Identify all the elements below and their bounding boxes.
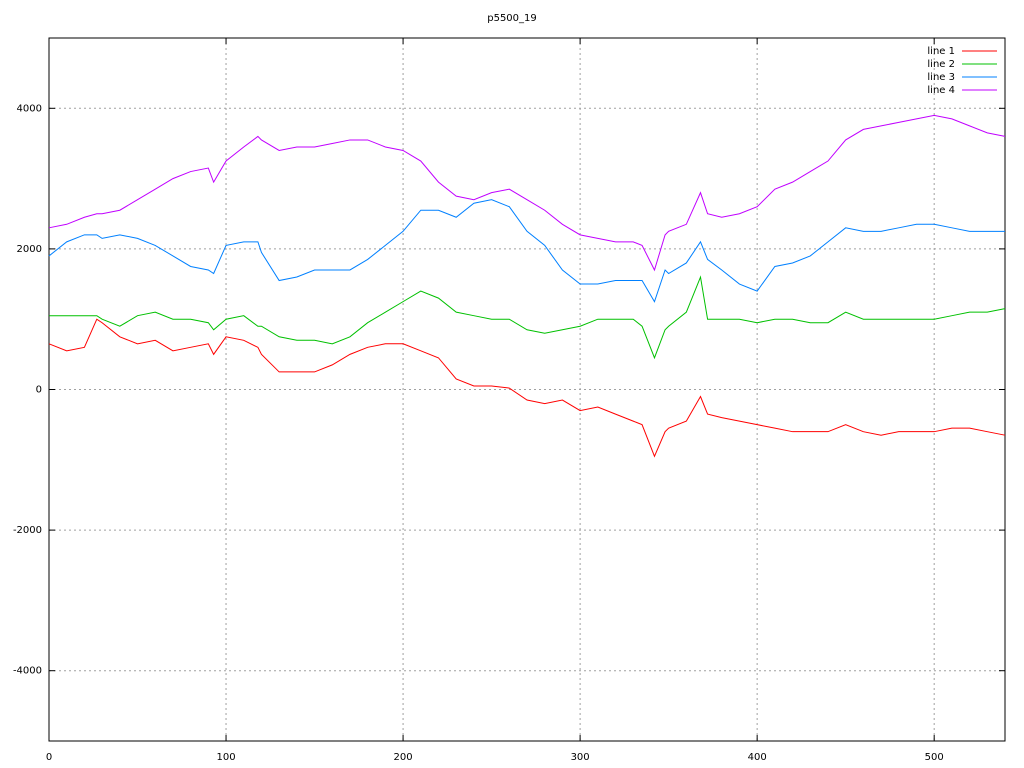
legend-label: line 1	[927, 46, 955, 57]
x-tick-label: 400	[748, 752, 767, 763]
x-tick-label: 300	[571, 752, 590, 763]
y-tick-label: -2000	[13, 525, 42, 536]
plot-frame	[48, 37, 1006, 742]
data-line	[49, 275, 1006, 360]
data-line	[48, 199, 1005, 303]
x-tick-label: 0	[46, 752, 52, 763]
y-tick-label: 4000	[17, 103, 42, 114]
legend-label: line 4	[927, 85, 955, 96]
data-line	[48, 114, 1006, 272]
legend-label: line 3	[927, 72, 955, 83]
x-tick-label: 100	[216, 752, 235, 763]
y-tick-label: 0	[36, 385, 42, 396]
data-line	[48, 318, 1006, 458]
y-tick-label: 2000	[17, 244, 42, 255]
x-tick-label: 200	[394, 752, 413, 763]
x-tick-label: 500	[925, 752, 944, 763]
legend-label: line 2	[927, 59, 955, 70]
y-tick-label: -4000	[13, 666, 42, 677]
chart-title: p5500_19	[487, 13, 537, 24]
